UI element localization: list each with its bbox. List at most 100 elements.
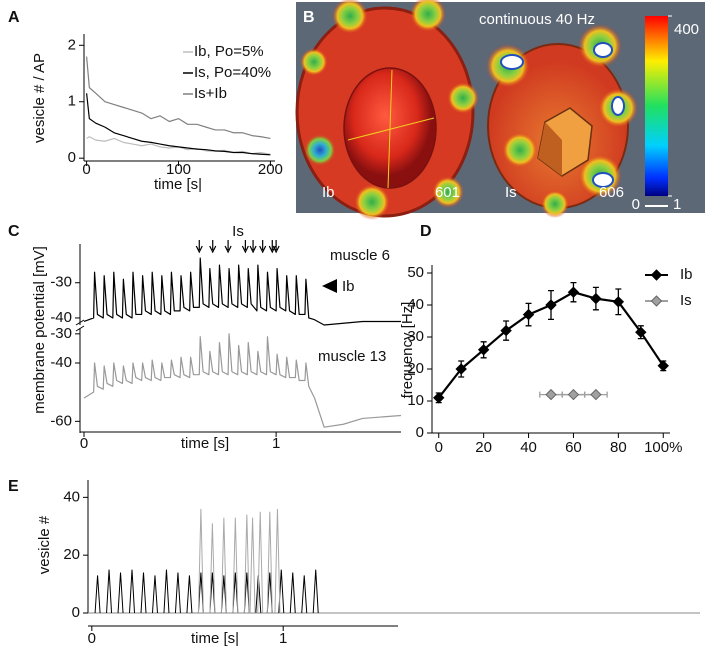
vesicle-spike — [129, 569, 136, 614]
x-axis-label: time [s] — [181, 435, 229, 452]
x-tick-label: 200 — [258, 161, 283, 178]
vesicle-spike — [274, 508, 281, 614]
y-tick-label: 0 — [68, 149, 76, 166]
legend-label: Is, Po=40% — [194, 64, 271, 81]
vesicle-spike — [243, 514, 250, 614]
vesicle-spike — [220, 575, 227, 614]
vesicle-spike — [257, 511, 264, 614]
y-tick-label: -30 — [50, 325, 72, 342]
colorbar-label: 0 — [632, 196, 640, 213]
y-tick-label: -40 — [50, 309, 72, 326]
y-axis-label: vesicle # / AP — [31, 53, 48, 143]
vesicle-spike — [106, 569, 113, 614]
y-axis-label: vesicle # — [36, 515, 53, 574]
render-title: continuous 40 Hz — [479, 11, 595, 28]
event-arrow — [268, 240, 276, 254]
vesicle-spike — [163, 569, 170, 614]
y-tick-label: 40 — [407, 296, 424, 313]
vesicle-spike — [220, 517, 227, 614]
ib-annotation — [322, 279, 337, 293]
series-line — [83, 257, 401, 326]
vesicle-spike — [197, 508, 204, 614]
cell-count: 606 — [599, 184, 624, 201]
y-tick-label: 2 — [68, 36, 76, 53]
marker — [545, 388, 557, 401]
marker — [500, 324, 512, 337]
x-tick-label: 100% — [644, 439, 682, 456]
y-axis-label: frequency [Hz] — [399, 302, 416, 399]
is-sphere-shade — [538, 122, 562, 176]
y-tick-label: 30 — [407, 328, 424, 345]
vesicle-spike — [301, 575, 308, 614]
y-tick-label: 0 — [416, 424, 424, 441]
event-arrow — [195, 240, 203, 254]
vesicle-spike — [312, 569, 319, 614]
event-arrow — [272, 240, 280, 254]
panel-label: B — [303, 9, 315, 26]
x-axis-label: time [s| — [154, 176, 202, 193]
ib-arrowhead — [322, 279, 337, 293]
legend-label: Is+Ib — [194, 85, 227, 102]
series-line — [86, 136, 271, 155]
event-arrow — [249, 240, 257, 254]
x-tick-label: 1 — [272, 435, 280, 452]
colorbar — [645, 16, 668, 196]
vesicle-spike — [232, 517, 239, 614]
marker — [657, 360, 669, 372]
x-axis-label: time [s| — [191, 630, 239, 647]
y-tick-label: 1 — [68, 93, 76, 110]
annotation: Ib — [342, 278, 355, 295]
vesicle-spike — [140, 572, 147, 614]
event-arrow — [224, 240, 232, 254]
vesicle-spike — [209, 523, 216, 614]
y-tick-label: 20 — [407, 360, 424, 377]
series-label: muscle 6 — [330, 247, 390, 264]
marker — [477, 344, 490, 356]
x-tick-label: 60 — [565, 439, 582, 456]
event-arrow — [259, 240, 267, 254]
panel-label: E — [8, 478, 19, 495]
panel-label: C — [8, 223, 20, 240]
annotation: Is — [232, 223, 244, 240]
x-tick-label: 100 — [166, 161, 191, 178]
ib-hotspots — [300, 0, 479, 220]
ib-axis — [387, 69, 393, 189]
marker — [612, 296, 625, 308]
y-tick-label: 10 — [407, 392, 424, 409]
cell-name: Ib — [322, 184, 335, 201]
y-tick-label: -60 — [50, 412, 72, 429]
legend-label: Is — [680, 292, 692, 309]
vesicle-spike — [289, 572, 296, 614]
legend-marker — [650, 269, 663, 281]
marker — [567, 388, 580, 401]
cell-name: Is — [505, 184, 517, 201]
vesicle-spike — [94, 575, 101, 614]
colorbar-label: 400 — [674, 21, 699, 38]
x-tick-label: 80 — [610, 439, 627, 456]
marker — [635, 326, 647, 338]
y-tick-label: 40 — [63, 488, 80, 505]
vesicle-spike — [266, 511, 273, 614]
series-line — [86, 56, 271, 140]
series-line — [83, 333, 402, 428]
event-arrow — [209, 240, 217, 254]
x-tick-label: 0 — [88, 630, 96, 647]
scale-bar-label: 1 — [673, 196, 681, 213]
y-tick-label: 0 — [72, 604, 80, 621]
vesicle-spike — [249, 517, 256, 614]
marker — [590, 388, 602, 401]
vesicle-spike — [186, 575, 193, 614]
y-tick-label: 20 — [63, 546, 80, 563]
marker — [567, 286, 580, 298]
series-label: muscle 13 — [318, 348, 386, 365]
y-tick-label: 50 — [407, 264, 424, 281]
event-arrow — [241, 240, 249, 254]
vesicle-spike — [197, 572, 204, 614]
marker — [433, 392, 445, 404]
ib-axis — [347, 117, 435, 141]
surface-render — [295, 0, 705, 220]
vesicle-spike — [151, 575, 158, 614]
vesicle-spike — [117, 572, 124, 614]
